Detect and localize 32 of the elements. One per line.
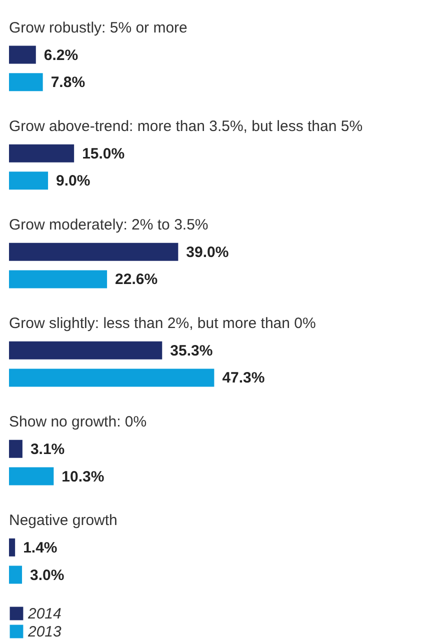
bar xyxy=(9,538,16,556)
bar xyxy=(9,341,162,360)
legend-label: 2014 xyxy=(27,606,62,622)
bar xyxy=(9,270,108,288)
bar xyxy=(9,242,178,261)
bar xyxy=(9,172,48,190)
data-label: 9.0% xyxy=(56,172,90,190)
data-label: 7.8% xyxy=(50,74,86,92)
y-tick-label: Grow above-trend: more than 3.5%, but less than 5% xyxy=(9,118,363,135)
bar xyxy=(9,566,22,584)
y-tick-label: Grow slightly: less than 2%, but more than 0% xyxy=(9,315,316,332)
data-label: 3.1% xyxy=(30,440,65,458)
y-tick-label: Grow robustly: 5% or more xyxy=(9,19,188,36)
data-label: 1.4% xyxy=(23,539,58,556)
data-label: 3.0% xyxy=(30,566,64,584)
bar xyxy=(9,46,36,64)
data-label: 39.0% xyxy=(186,244,229,261)
y-tick-label: Negative growth xyxy=(9,512,118,530)
bar xyxy=(9,368,214,387)
legend-label: 2013 xyxy=(27,624,62,640)
data-label: 35.3% xyxy=(170,342,213,360)
y-tick-label: Show no growth: 0% xyxy=(9,414,147,431)
data-label: 47.3% xyxy=(222,370,265,387)
bar xyxy=(9,467,54,486)
data-label: 10.3% xyxy=(62,468,104,486)
bar xyxy=(9,144,74,162)
data-label: 15.0% xyxy=(82,145,125,162)
y-tick-label: Grow moderately: 2% to 3.5% xyxy=(9,216,208,234)
data-label: 22.6% xyxy=(115,271,158,288)
bar xyxy=(9,73,43,92)
bar xyxy=(9,440,22,458)
data-label: 6.2% xyxy=(44,46,78,64)
